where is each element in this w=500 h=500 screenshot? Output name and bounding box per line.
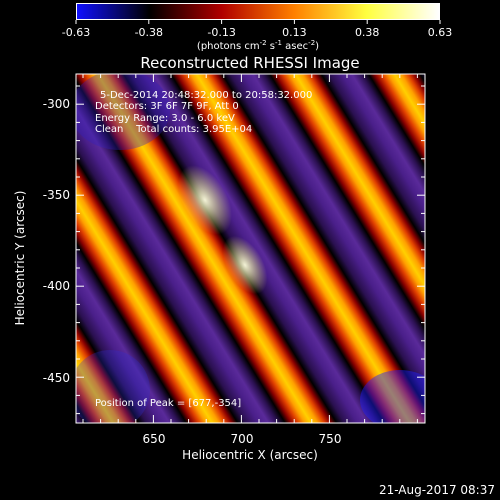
y-tick-label: -450	[43, 371, 70, 385]
rhessi-image	[76, 74, 425, 423]
x-axis-label: Heliocentric X (arcsec)	[182, 448, 318, 462]
annotation-clean: Clean Total counts: 3.95E+04	[95, 124, 253, 135]
x-tick-label: 700	[231, 432, 254, 446]
timestamp: 21-Aug-2017 08:37	[379, 483, 495, 497]
colorbar-gradient	[77, 4, 439, 19]
colorbar-tick-label: -0.38	[135, 26, 163, 39]
y-tick-label: -350	[43, 188, 70, 202]
y-axis-label: Heliocentric Y (arcsec)	[13, 191, 27, 326]
colorbar	[76, 3, 440, 20]
colorbar-tick-label: -0.63	[62, 26, 90, 39]
y-tick-label: -400	[43, 279, 70, 293]
colorbar-tick-label: 0.38	[355, 26, 380, 39]
annotation-detectors: Detectors: 3F 6F 7F 9F, Att 0	[95, 101, 239, 112]
colorbar-tick-label: 0.13	[282, 26, 307, 39]
annotation-time: 5-Dec-2014 20:48:32.000 to 20:58:32.000	[100, 90, 313, 101]
image-title: Reconstructed RHESSI Image	[140, 54, 359, 72]
y-tick-label: -300	[43, 97, 70, 111]
annotation-peak: Position of Peak = [677,-354]	[95, 398, 242, 409]
annotation-energy: Energy Range: 3.0 - 6.0 keV	[95, 113, 235, 124]
colorbar-tick-label: -0.13	[207, 26, 235, 39]
x-tick-label: 650	[143, 432, 166, 446]
colorbar-tick-label: 0.63	[428, 26, 453, 39]
axis-ticks	[76, 74, 425, 423]
image-frame	[75, 73, 426, 424]
colorbar-ticks: -0.63 -0.38 -0.13 0.13 0.38 0.63	[62, 20, 452, 39]
x-tick-label: 750	[319, 432, 342, 446]
colorbar-units: (photons cm-2 s-1 asec-2)	[197, 39, 319, 52]
